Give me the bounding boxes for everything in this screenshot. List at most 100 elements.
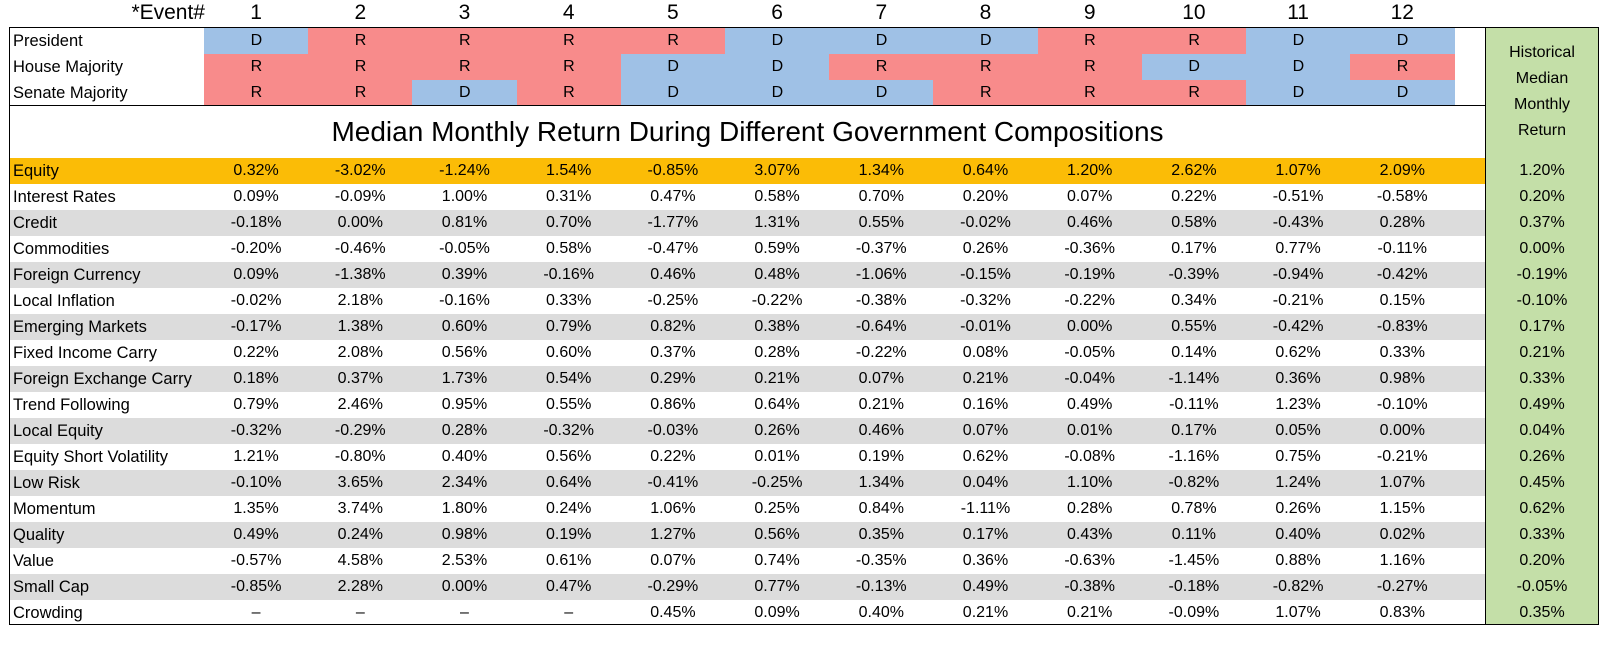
party-cell: D <box>620 54 726 80</box>
return-cell: 0.81% <box>441 214 488 231</box>
party-cell: D <box>1246 80 1351 106</box>
return-cell: 2.28% <box>337 578 383 595</box>
return-cell: -0.32% <box>960 292 1011 309</box>
return-cell: -0.21% <box>1272 292 1324 309</box>
row-label: Fixed Income Carry <box>13 344 157 362</box>
return-cell: 0.32% <box>233 162 279 179</box>
return-cell: -3.02% <box>334 162 386 179</box>
party-cell: R <box>412 28 518 54</box>
return-cell: 0.16% <box>962 396 1009 413</box>
return-cell: 0.77% <box>754 578 800 595</box>
return-cell: -1.06% <box>855 266 907 283</box>
return-cell: 0.54% <box>546 370 592 387</box>
return-cell: 1.73% <box>441 370 488 387</box>
return-cell: 0.49% <box>962 578 1009 595</box>
row-band <box>10 210 1485 236</box>
return-cell: 0.19% <box>546 526 592 543</box>
return-cell: 0.84% <box>858 500 904 517</box>
return-cell: -0.03% <box>647 422 699 439</box>
return-cell: -0.02% <box>230 292 282 309</box>
party-cell: R <box>1141 80 1247 106</box>
return-cell: 0.07% <box>650 552 696 569</box>
return-cell: 0.26% <box>1275 500 1321 517</box>
return-cell: -0.05% <box>439 240 490 257</box>
return-cell: 0.56% <box>441 344 488 361</box>
party-cell: D <box>1246 28 1351 54</box>
return-cell: 1.80% <box>441 500 488 517</box>
return-cell: -0.37% <box>855 240 907 257</box>
return-cell: -0.02% <box>960 214 1011 231</box>
return-cell: -0.22% <box>751 292 803 309</box>
return-cell: -0.22% <box>1064 292 1116 309</box>
return-cell: 0.98% <box>1379 370 1425 387</box>
return-cell: 0.47% <box>546 578 592 595</box>
return-cell: 2.53% <box>441 552 488 569</box>
return-cell: -0.47% <box>647 240 699 257</box>
return-cell: -1.24% <box>439 162 490 179</box>
return-cell: 1.34% <box>858 474 904 491</box>
return-cell: -0.83% <box>1376 318 1428 335</box>
return-cell: 0.83% <box>1379 604 1425 621</box>
return-cell: 0.28% <box>754 344 800 361</box>
return-cell: 0.37% <box>337 370 383 387</box>
return-cell: 0.35% <box>858 526 904 543</box>
event-number: 1 <box>250 1 262 24</box>
return-cell: 0.08% <box>962 344 1009 361</box>
table-title: Median Monthly Return During Different G… <box>331 116 1164 147</box>
composition-label: Senate Majority <box>13 84 128 102</box>
return-cell: -0.22% <box>855 344 907 361</box>
return-cell: 0.95% <box>441 396 488 413</box>
row-label: Equity <box>13 162 59 180</box>
return-cell: 0.36% <box>1275 370 1321 387</box>
party-cell: D <box>725 80 830 106</box>
return-cell: 1.00% <box>441 188 488 205</box>
return-cell: 0.29% <box>650 370 696 387</box>
event-number: 3 <box>458 1 471 24</box>
return-cell: 1.35% <box>233 500 279 517</box>
return-cell: -0.15% <box>960 266 1011 283</box>
return-cell: 0.01% <box>754 448 800 465</box>
return-cell: 1.20% <box>1067 162 1113 179</box>
return-cell: 0.21% <box>962 604 1009 621</box>
return-cell: 0.26% <box>962 240 1009 257</box>
return-cell: 0.47% <box>650 188 696 205</box>
row-band <box>10 340 1485 366</box>
event-number: 10 <box>1182 1 1206 24</box>
event-number: 11 <box>1287 1 1309 24</box>
return-cell: 0.79% <box>233 396 279 413</box>
party-cell: R <box>516 80 622 106</box>
party-cell: R <box>1350 54 1455 80</box>
return-cell: -0.08% <box>1064 448 1116 465</box>
return-cell: 0.77% <box>1275 240 1321 257</box>
return-cell: 0.09% <box>233 266 279 283</box>
return-cell: 0.25% <box>754 500 800 517</box>
party-cell: R <box>933 54 1039 80</box>
return-cell: – <box>460 604 469 621</box>
row-label: Foreign Exchange Carry <box>13 370 192 388</box>
return-cell: 2.62% <box>1171 162 1217 179</box>
return-cell: 0.05% <box>1275 422 1321 439</box>
return-cell: 0.21% <box>1067 604 1113 621</box>
return-cell: 4.58% <box>337 552 383 569</box>
return-cell: 1.07% <box>1275 604 1321 621</box>
return-cell: 0.48% <box>754 266 800 283</box>
historical-value: 0.20% <box>1519 188 1565 205</box>
return-cell: -0.94% <box>1272 266 1324 283</box>
return-cell: -0.51% <box>1272 188 1324 205</box>
return-cell: 0.64% <box>546 474 592 491</box>
return-cell: -0.01% <box>960 318 1011 335</box>
historical-value: 0.00% <box>1519 240 1565 257</box>
return-cell: -1.14% <box>1168 370 1220 387</box>
row-label: Quality <box>13 526 65 544</box>
return-cell: -0.21% <box>1376 448 1428 465</box>
historical-value: 0.20% <box>1519 552 1565 569</box>
row-label: Local Equity <box>13 422 103 440</box>
return-cell: 0.21% <box>754 370 800 387</box>
composition-label: President <box>13 32 83 50</box>
return-cell: 0.70% <box>858 188 904 205</box>
return-cell: 0.79% <box>546 318 592 335</box>
row-label: Small Cap <box>13 578 90 596</box>
return-cell: 0.18% <box>233 370 279 387</box>
return-cell: 0.02% <box>1379 526 1425 543</box>
return-cell: -0.39% <box>1168 266 1220 283</box>
